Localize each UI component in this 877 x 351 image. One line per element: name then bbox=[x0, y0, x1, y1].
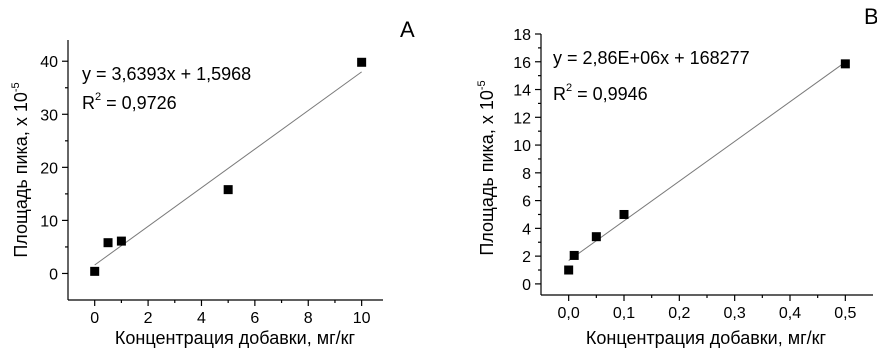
panel-a-x-tick-label: 6 bbox=[250, 310, 259, 327]
panel-b-data-point bbox=[619, 209, 629, 219]
panel-b-y-tick-label: 8 bbox=[522, 166, 531, 183]
panel-b-y-tick-label: 12 bbox=[513, 110, 531, 127]
panel-b-r2-prefix: R bbox=[553, 84, 566, 104]
panel-b: B 0,0 0,1 0,2 0,3 0,4 0,5 0 2 4 6 8 10 12 14 16 18 y =… bbox=[476, 4, 877, 348]
panel-a-r2-exp: 2 bbox=[95, 91, 101, 103]
panel-b-x-tick-label: 0,5 bbox=[834, 305, 856, 322]
panel-b-label: B bbox=[864, 4, 877, 29]
panel-b-y-tick-label: 10 bbox=[513, 138, 531, 155]
panel-a-x-label: Концентрация добавки, мг/кг bbox=[115, 328, 356, 348]
panel-b-equation: y = 2,86E+06x + 168277 bbox=[553, 48, 750, 68]
panel-a-y-label: Площадь пика, x 10-5 bbox=[10, 82, 31, 257]
panel-a-x-tick-label: 4 bbox=[197, 310, 206, 327]
panel-b-y-tick-label: 16 bbox=[513, 55, 531, 72]
panel-a-y-label-text: Площадь пика, x 10 bbox=[11, 92, 31, 257]
panel-a-y-tick-label: 40 bbox=[40, 54, 58, 71]
panel-b-r2-value: = 0,9946 bbox=[572, 84, 648, 104]
panel-a-points bbox=[90, 57, 367, 276]
panel-b-data-point bbox=[840, 59, 850, 69]
panel-b-y-label-text: Площадь пика, x 10 bbox=[477, 90, 497, 255]
panel-b-y-tick-label: 18 bbox=[513, 27, 531, 44]
panel-b-x-tick-label: 0,1 bbox=[613, 305, 635, 322]
panel-a-y-tick-label: 20 bbox=[40, 160, 58, 177]
panel-b-x-tick-label: 0,0 bbox=[558, 305, 580, 322]
panel-b-points bbox=[564, 59, 850, 275]
panel-b-y-tick-label: 2 bbox=[522, 249, 531, 266]
panel-a-label: A bbox=[400, 17, 415, 42]
panel-a-data-point bbox=[90, 266, 100, 276]
panel-a-x-tick-label: 2 bbox=[144, 310, 153, 327]
panel-a-data-point bbox=[116, 236, 126, 246]
panel-a-r2-prefix: R bbox=[82, 93, 95, 113]
panel-a-y-tick-label: 0 bbox=[49, 266, 58, 283]
panel-b-r2: R2 = 0,9946 bbox=[553, 82, 648, 104]
panel-a-data-point bbox=[223, 185, 233, 195]
panel-b-data-point bbox=[564, 265, 574, 275]
panel-b-y-tick-label: 0 bbox=[522, 277, 531, 294]
panel-b-y-tick-label: 4 bbox=[522, 221, 531, 238]
panel-a-r2-value: = 0,9726 bbox=[101, 93, 177, 113]
panel-a-y-tick-label: 30 bbox=[40, 107, 58, 124]
panel-b-x-tick-label: 0,4 bbox=[779, 305, 801, 322]
panel-b-y-tick-label: 14 bbox=[513, 83, 531, 100]
panel-a-x-ticks: 0 2 4 6 8 10 bbox=[90, 300, 371, 327]
panel-a-r2: R2 = 0,9726 bbox=[82, 91, 177, 113]
panel-a-fit-line bbox=[94, 71, 362, 266]
panel-a-data-point bbox=[103, 238, 113, 248]
panel-a-y-ticks: 0 10 20 30 40 bbox=[40, 54, 68, 283]
panel-b-y-ticks: 0 2 4 6 8 10 12 14 16 18 bbox=[513, 27, 541, 294]
panel-a-x-tick-label: 8 bbox=[304, 310, 313, 327]
panel-b-y-label: Площадь пика, x 10-5 bbox=[476, 80, 497, 255]
panel-b-y-tick-label: 6 bbox=[522, 194, 531, 211]
panel-b-data-point bbox=[569, 250, 579, 260]
panel-a-y-label-exp: -5 bbox=[10, 82, 22, 92]
panel-b-x-ticks: 0,0 0,1 0,2 0,3 0,4 0,5 bbox=[558, 295, 857, 322]
panel-a-equation: y = 3,6393x + 1,5968 bbox=[82, 64, 251, 84]
panel-b-y-label-exp: -5 bbox=[476, 80, 488, 90]
panel-a-x-tick-label: 10 bbox=[353, 310, 371, 327]
panel-b-r2-exp: 2 bbox=[566, 82, 572, 94]
panel-a-x-tick-label: 0 bbox=[90, 310, 99, 327]
panel-b-fit-line bbox=[568, 61, 846, 261]
panel-b-x-tick-label: 0,2 bbox=[668, 305, 690, 322]
panel-a-y-tick-label: 10 bbox=[40, 213, 58, 230]
panel-b-x-tick-label: 0,3 bbox=[724, 305, 746, 322]
panel-b-x-label: Концентрация добавки, мг/кг bbox=[586, 328, 827, 348]
panel-b-data-point bbox=[591, 232, 601, 242]
panel-a-data-point bbox=[357, 57, 367, 67]
panel-a: A 0 2 4 6 8 10 0 10 20 30 40 y = 3,6393x + 1,5968… bbox=[10, 17, 415, 348]
